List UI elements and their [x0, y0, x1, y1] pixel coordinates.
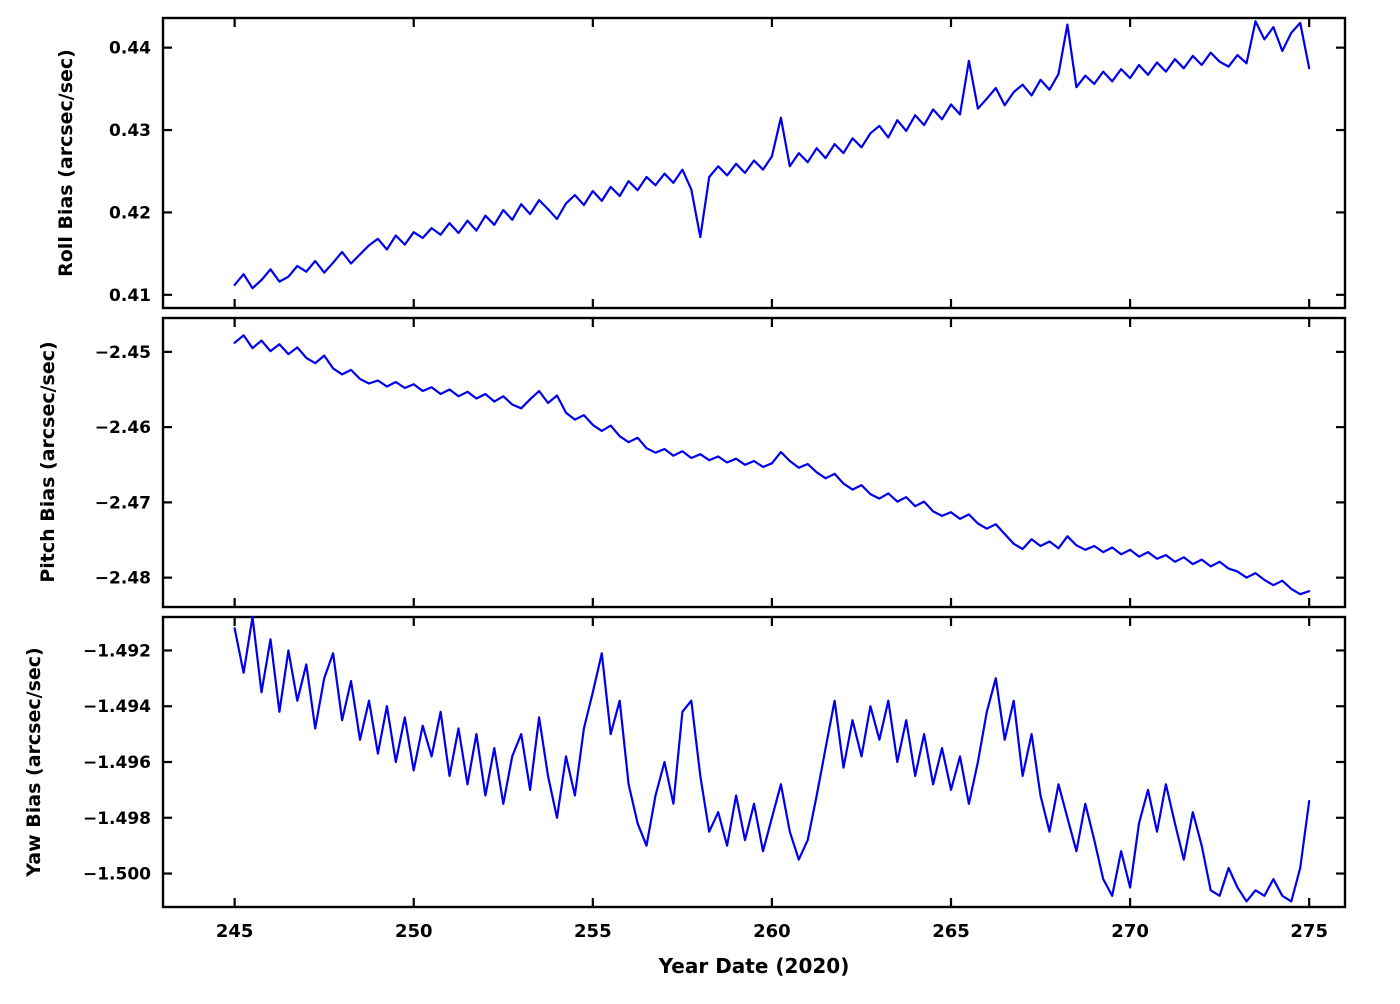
- y-tick-label: −2.47: [95, 493, 151, 513]
- yaw-axes-frame: [161, 615, 1347, 909]
- x-tick-label: 265: [932, 921, 970, 942]
- y-tick-label: 0.42: [109, 203, 151, 223]
- x-tick-label: 245: [216, 921, 254, 942]
- roll-bias-line: [233, 20, 1311, 290]
- pitch-axes-frame: [161, 316, 1347, 609]
- yaw-subplot: 245 250 255 260 265 270 275 −1.492 −1.494 −1.496 −…: [83, 615, 1347, 942]
- x-tick-label: 275: [1290, 921, 1328, 942]
- y-tick-label: −2.45: [95, 343, 151, 363]
- x-tick-label: 260: [753, 921, 791, 942]
- pitch-bias-line: [233, 334, 1311, 596]
- y-tick-label: −2.46: [95, 418, 151, 438]
- y-tick-label: −1.500: [83, 865, 151, 885]
- x-tick-label: 250: [395, 921, 433, 942]
- y-tick-label: 0.44: [109, 39, 151, 59]
- roll-axes-frame: [161, 16, 1347, 310]
- y-tick-label: 0.41: [109, 286, 151, 306]
- yaw-bias-line: [233, 615, 1311, 903]
- roll-subplot: 0.41 0.42 0.43 0.44: [109, 16, 1347, 310]
- x-axis-label: Year Date (2020): [658, 954, 850, 978]
- y-tick-label: −2.48: [95, 569, 151, 589]
- y-tick-label: −1.498: [83, 809, 151, 829]
- y-tick-label: −1.494: [83, 697, 151, 717]
- pitch-axis-label: Pitch Bias (arcsec/sec): [37, 341, 59, 583]
- pitch-subplot: −2.45 −2.46 −2.47 −2.48: [95, 316, 1347, 609]
- x-tick-label: 270: [1111, 921, 1149, 942]
- y-tick-label: −1.496: [83, 753, 151, 773]
- y-tick-label: −1.492: [83, 641, 151, 661]
- x-tick-label: 255: [574, 921, 612, 942]
- y-tick-label: 0.43: [109, 121, 151, 141]
- yaw-axis-label: Yaw Bias (arcsec/sec): [23, 647, 45, 877]
- roll-axis-label: Roll Bias (arcsec/sec): [55, 49, 77, 277]
